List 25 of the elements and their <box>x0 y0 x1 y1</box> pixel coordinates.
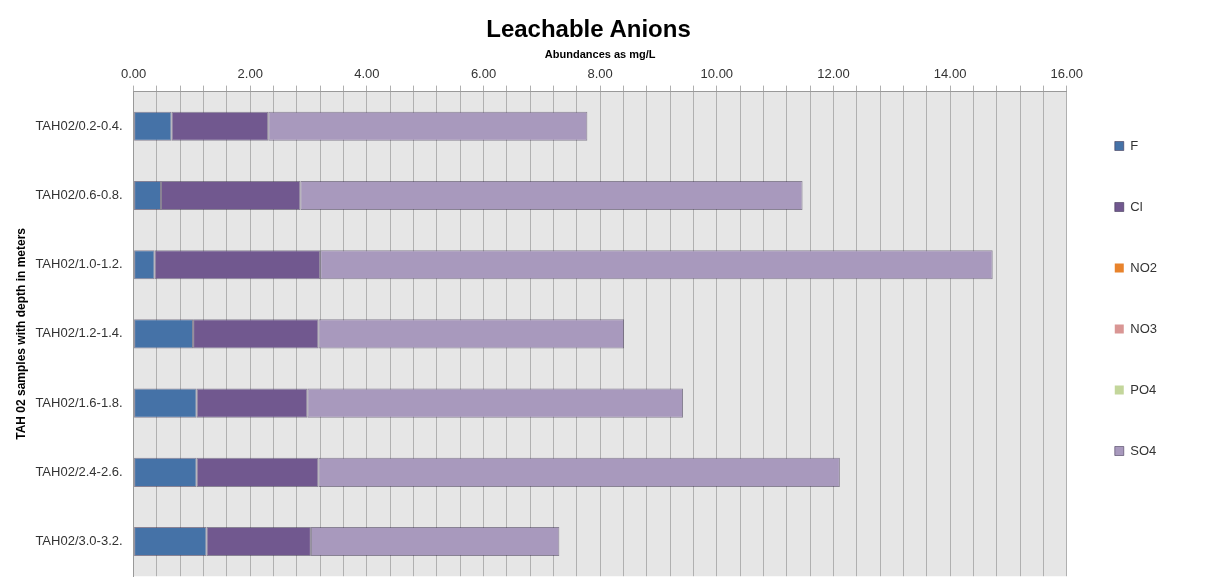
y-tick-label: TAH02/2.4-2.6. <box>35 463 123 479</box>
y-tick-label: TAH02/0.6-0.8. <box>35 187 123 203</box>
legend-label: NO2 <box>1130 259 1157 275</box>
y-tick-label: TAH02/1.2-1.4. <box>35 325 123 341</box>
legend-label: PO4 <box>1130 381 1157 397</box>
chart-title: Leachable Anions <box>486 15 691 43</box>
x-tick-label: 14.00 <box>933 66 967 82</box>
y-axis-title: TAH 02 samples with depth in meters <box>13 227 28 440</box>
y-tick-label: TAH02/0.2-0.4. <box>35 117 123 133</box>
legend-label: Cl <box>1130 198 1143 214</box>
x-tick-label: 12.00 <box>817 66 850 82</box>
x-tick-label: 6.00 <box>470 66 497 82</box>
x-tick-label: 0.00 <box>120 66 147 82</box>
x-axis-title: Abundances as mg/L <box>544 48 656 61</box>
legend-label: NO3 <box>1130 320 1157 336</box>
legend-label: SO4 <box>1130 442 1157 458</box>
x-tick-label: 10.00 <box>700 66 734 82</box>
legend-label: F <box>1130 137 1139 153</box>
x-tick-label: 8.00 <box>587 66 613 82</box>
y-tick-label: TAH02/1.6-1.8. <box>35 394 123 410</box>
y-tick-label: TAH02/3.0-3.2. <box>35 533 123 549</box>
y-tick-label: TAH02/1.0-1.2. <box>35 256 123 272</box>
x-tick-label: 16.00 <box>1050 66 1084 82</box>
x-tick-label: 2.00 <box>237 66 263 82</box>
x-tick-label: 4.00 <box>354 66 380 82</box>
